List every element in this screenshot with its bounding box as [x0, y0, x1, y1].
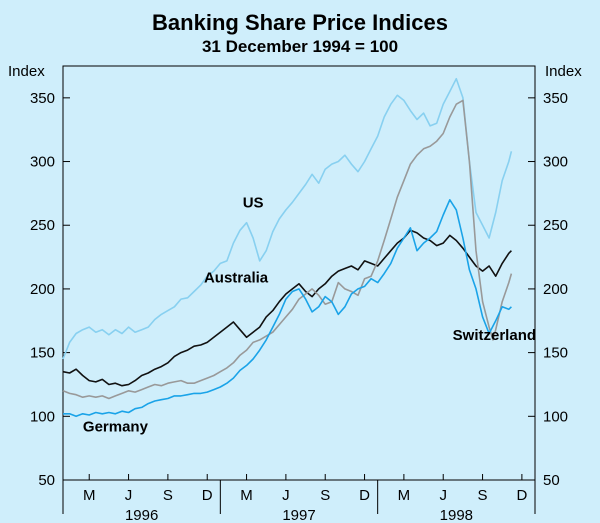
- y-tick-label-right: 350: [543, 90, 568, 107]
- y-tick-label-right: 200: [543, 281, 568, 298]
- x-tick-label: J: [125, 487, 133, 504]
- series-labels: US Australia Switzerland Germany: [83, 194, 536, 435]
- x-tick-label: J: [439, 487, 447, 504]
- y-tick-label-left: 250: [30, 217, 55, 234]
- series-line-switzerland: [62, 99, 513, 400]
- y-tick-label-left: 100: [30, 408, 55, 425]
- y-tick-label-left: 150: [30, 345, 55, 362]
- series-label-australia: Australia: [204, 270, 269, 287]
- series-label-switzerland: Switzerland: [453, 327, 536, 344]
- y-tick-label-left: 300: [30, 154, 55, 171]
- year-label: 1998: [440, 507, 473, 523]
- x-tick-label: S: [163, 487, 173, 504]
- x-tick-label: S: [320, 487, 330, 504]
- y-axis-label-right: Index: [545, 63, 582, 80]
- series-line-australia: [62, 229, 512, 387]
- x-tick-label: D: [516, 487, 527, 504]
- x-tick-label: S: [478, 487, 488, 504]
- y-tick-label-left: 200: [30, 281, 55, 298]
- x-tick-label: D: [359, 487, 370, 504]
- y-tick-label-left: 350: [30, 90, 55, 107]
- y-tick-label-right: 250: [543, 217, 568, 234]
- year-label: 1997: [282, 507, 315, 523]
- series-label-germany: Germany: [83, 419, 149, 436]
- x-tick-label: M: [83, 487, 96, 504]
- chart-title: Banking Share Price Indices: [152, 10, 448, 35]
- x-tick-label: J: [282, 487, 290, 504]
- series-lines: [62, 77, 513, 418]
- series-line-germany: [63, 199, 512, 418]
- y-axis-label-left: Index: [8, 63, 45, 80]
- series-label-us: US: [243, 194, 264, 211]
- y-tick-label-right: 100: [543, 408, 568, 425]
- y-tick-label-right: 150: [543, 345, 568, 362]
- x-ticks: M J S D M J S D M J S D 1996 1997 1998: [62, 474, 536, 523]
- chart-subtitle: 31 December 1994 = 100: [202, 37, 398, 56]
- y-ticks: 50 50 100 100 150 150 200 200 250 250 300 300 350 350: [30, 90, 568, 489]
- x-tick-label: D: [202, 487, 213, 504]
- x-tick-label: M: [240, 487, 253, 504]
- plot-frame: [62, 65, 536, 481]
- y-tick-label-right: 50: [543, 472, 560, 489]
- y-tick-label-right: 300: [543, 154, 568, 171]
- y-tick-label-left: 50: [38, 472, 55, 489]
- x-tick-label: M: [398, 487, 411, 504]
- series-line-us: [62, 77, 513, 360]
- year-label: 1996: [125, 507, 158, 523]
